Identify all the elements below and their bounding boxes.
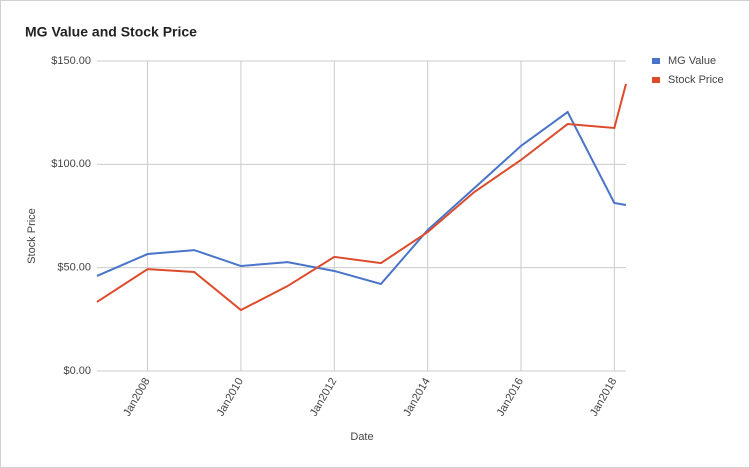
y-axis-label: Stock Price [26, 208, 38, 264]
y-tick-label: $100.00 [51, 158, 91, 170]
legend-swatch [652, 77, 660, 83]
legend-swatch [652, 58, 660, 64]
legend-label: MG Value [668, 55, 716, 67]
data-line [96, 83, 627, 312]
legend-label: Stock Price [668, 74, 724, 86]
data-line [96, 110, 627, 286]
y-tick-label: $0.00 [63, 365, 91, 377]
y-tick-label: $150.00 [51, 55, 91, 67]
y-tick-label: $50.00 [57, 262, 91, 274]
chart-title: MG Value and Stock Price [25, 24, 197, 40]
x-axis-label: Date [350, 431, 373, 443]
